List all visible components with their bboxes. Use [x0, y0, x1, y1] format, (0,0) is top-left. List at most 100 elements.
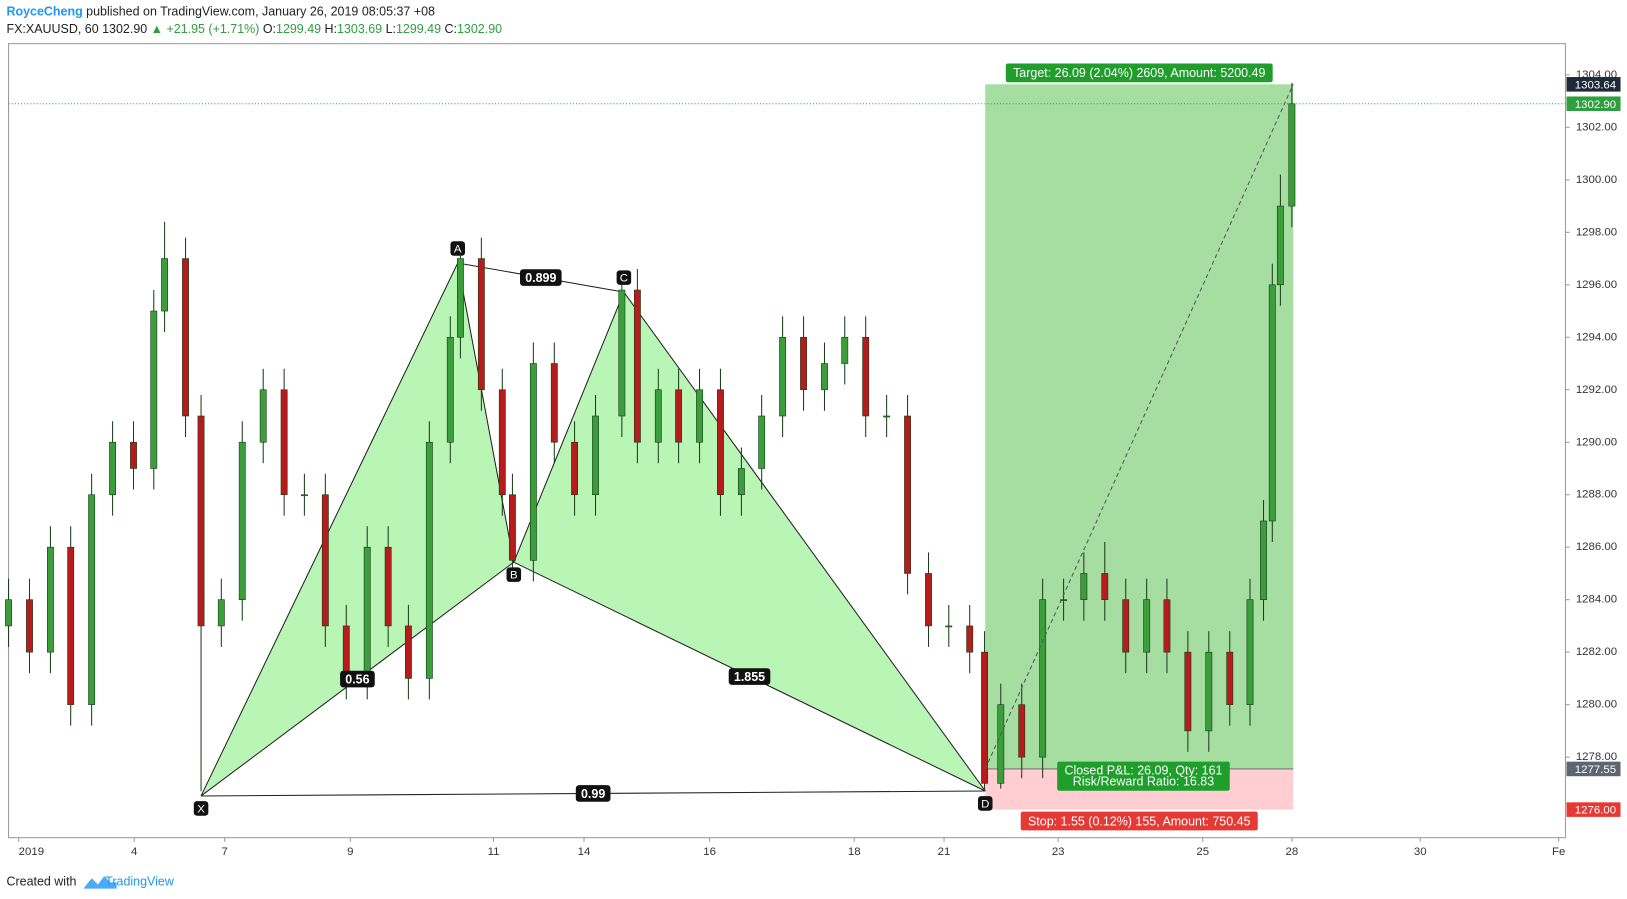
price-badge-label: 1303.64: [1575, 79, 1617, 91]
candle-body: [26, 599, 33, 653]
header-line-2: FX:XAUUSD, 60 1302.90 ▲ +21.95 (+1.71%) …: [6, 22, 502, 36]
y-tick-label: 1282.00: [1576, 646, 1617, 658]
target-label-box: [1005, 63, 1273, 83]
candle-body: [342, 625, 350, 679]
candle-body: [1288, 103, 1296, 207]
candle-body: [404, 625, 412, 679]
point-label: X: [197, 803, 205, 815]
candle-body: [841, 336, 849, 364]
low-label: L:: [386, 22, 396, 36]
pnl-box: [1057, 761, 1230, 791]
x-tick-label: 18: [848, 846, 861, 858]
candle-body: [67, 546, 75, 705]
candle-body: [592, 415, 599, 496]
y-tick-label: 1278.00: [1576, 751, 1617, 763]
candle-body: [1205, 651, 1213, 732]
y-tick-label: 1290.00: [1576, 436, 1617, 448]
candle-body: [498, 389, 506, 496]
candle-body: [1260, 520, 1267, 600]
candle-body: [88, 494, 96, 705]
ratio-label-box: [340, 670, 375, 688]
candle-body: [1184, 651, 1192, 732]
up-arrow: ▲: [151, 22, 163, 36]
candle-body: [477, 258, 485, 391]
candle-body: [925, 573, 932, 627]
close-value: 1302.90: [457, 22, 502, 36]
rr-label: Risk/Reward Ratio: 16.83: [1073, 775, 1214, 789]
price-badge-label: 1276.00: [1575, 805, 1616, 817]
x-tick-label: 2019: [19, 846, 44, 858]
candle-body: [1276, 205, 1284, 286]
candle-body: [981, 651, 988, 784]
candle-body: [717, 389, 724, 496]
ratio-label-box: [520, 269, 562, 286]
y-tick-label: 1304.00: [1576, 69, 1617, 81]
y-tick-label: 1288.00: [1576, 489, 1617, 501]
candle-body: [1163, 599, 1171, 653]
ratio-label-box: [575, 785, 611, 802]
candle-body: [446, 336, 454, 443]
symbol: FX:XAUUSD, 60: [6, 22, 98, 36]
price-badge: [1566, 96, 1621, 112]
price-badge: [1566, 761, 1621, 777]
candle-body: [321, 494, 329, 627]
candle-body: [425, 441, 433, 679]
candle-body: [966, 625, 974, 653]
y-tick-label: 1300.00: [1576, 174, 1617, 186]
candle-body: [1018, 704, 1026, 758]
y-tick-label: 1296.00: [1576, 279, 1617, 291]
x-tick-label: 21: [938, 846, 951, 858]
candle-body: [1143, 599, 1151, 653]
header-line-1: RoyceCheng published on TradingView.com,…: [6, 5, 435, 19]
point-label: D: [981, 798, 989, 810]
candle-body: [384, 546, 392, 627]
x-tick-label: 7: [222, 846, 228, 858]
candle-body: [550, 363, 558, 443]
x-tick-label: 28: [1286, 846, 1299, 858]
candle-body: [280, 389, 288, 496]
trade-path: [984, 84, 1294, 770]
footer-logo: [83, 876, 117, 889]
candle-body: [109, 441, 117, 496]
candle-body: [197, 415, 205, 627]
candle-body: [182, 258, 189, 417]
candle-body: [758, 415, 766, 469]
footer-brand[interactable]: TradingView: [105, 875, 175, 889]
x-tick-label: 16: [703, 846, 716, 858]
pnl-label: Closed P&L: 26.09, Qty: 161: [1064, 763, 1222, 777]
candle-body: [161, 258, 169, 312]
y-tick-label: 1280.00: [1576, 699, 1617, 711]
x-tick-label: 30: [1414, 846, 1427, 858]
candle-body: [1246, 599, 1254, 705]
close-label: C:: [445, 22, 457, 36]
open-value: 1299.49: [276, 22, 321, 36]
price-badge: [1566, 77, 1621, 92]
x-tick-label: 11: [488, 846, 500, 858]
author[interactable]: RoyceCheng: [6, 5, 82, 19]
published: published on TradingView.com, January 26…: [86, 5, 435, 19]
y-tick-label: 1294.00: [1576, 331, 1617, 343]
ratio-label: 0.99: [581, 787, 605, 801]
point-label-box: [193, 801, 209, 816]
point-label-box: [450, 241, 465, 256]
last-price: 1302.90: [102, 22, 147, 36]
candle-body: [130, 441, 137, 469]
x-tick-label: 25: [1196, 846, 1209, 858]
overlay-layer: X A B C D 0.899 0.56 1.855 0.99 Target: 26.09 (2.…: [8, 63, 1566, 831]
candle-body: [1039, 599, 1047, 758]
change: +21.95 (+1.71%): [166, 22, 259, 36]
candle-body: [456, 258, 464, 338]
candle-body: [997, 704, 1005, 784]
candle-body: [904, 415, 911, 574]
y-tick-label: 1298.00: [1576, 226, 1617, 238]
ratio-label: 0.899: [525, 271, 556, 285]
x-tick-label: 9: [347, 846, 353, 858]
candle-body: [618, 289, 626, 417]
target-label: Target: 26.09 (2.04%) 2609, Amount: 5200…: [1013, 66, 1265, 80]
candle-body: [1226, 651, 1234, 705]
ratio-label: 1.855: [734, 670, 765, 684]
point-label-box: [977, 796, 993, 811]
y-tick-label: 1286.00: [1576, 541, 1617, 553]
point-label: B: [510, 570, 518, 582]
